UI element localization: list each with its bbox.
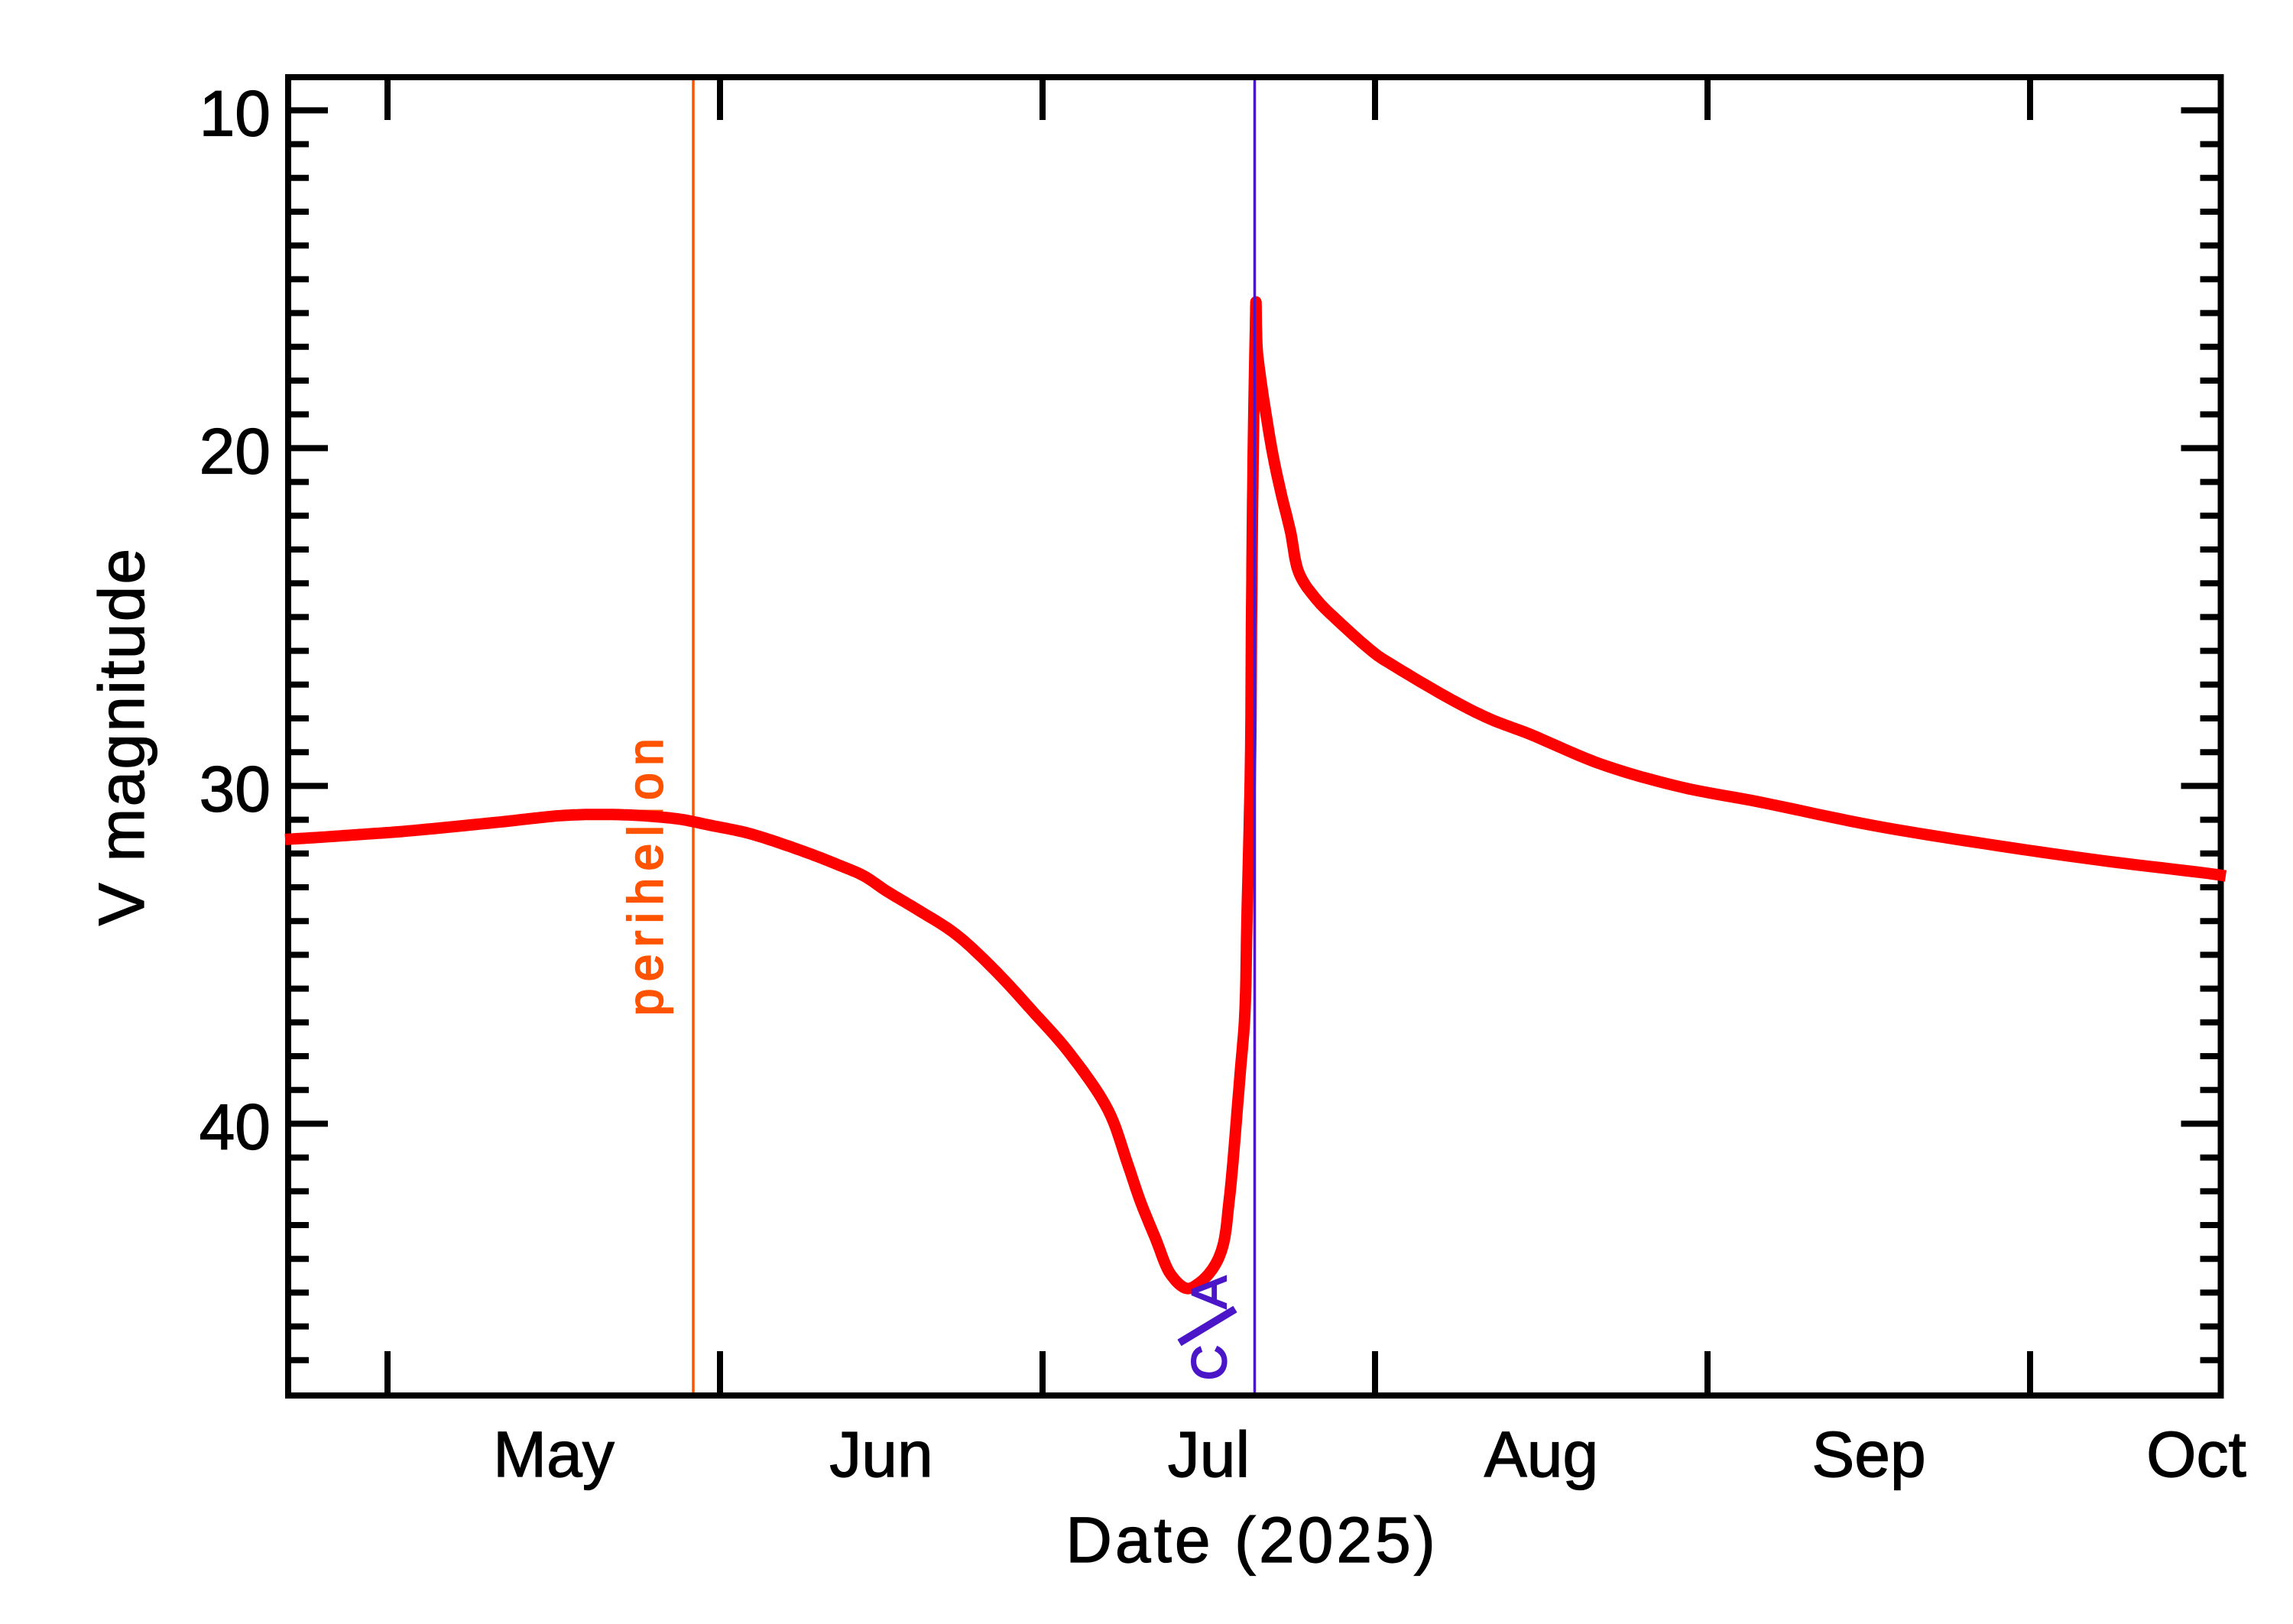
svg-text:May: May [493, 1418, 615, 1490]
svg-text:V magnitude: V magnitude [86, 547, 157, 926]
svg-text:Date (2025): Date (2025) [1065, 1504, 1438, 1576]
svg-text:Jun: Jun [829, 1418, 932, 1490]
svg-text:40: 40 [199, 1091, 271, 1162]
svg-text:perihelion: perihelion [618, 731, 673, 1016]
svg-text:10: 10 [199, 77, 271, 149]
svg-text:Oct: Oct [2146, 1418, 2246, 1490]
svg-text:Aug: Aug [1484, 1418, 1598, 1490]
svg-text:30: 30 [199, 753, 271, 825]
svg-text:C: C [1182, 1345, 1237, 1380]
svg-text:Jul: Jul [1168, 1418, 1250, 1490]
svg-text:20: 20 [199, 415, 271, 487]
svg-text:Sep: Sep [1811, 1418, 1925, 1490]
svg-text:A: A [1182, 1276, 1237, 1308]
